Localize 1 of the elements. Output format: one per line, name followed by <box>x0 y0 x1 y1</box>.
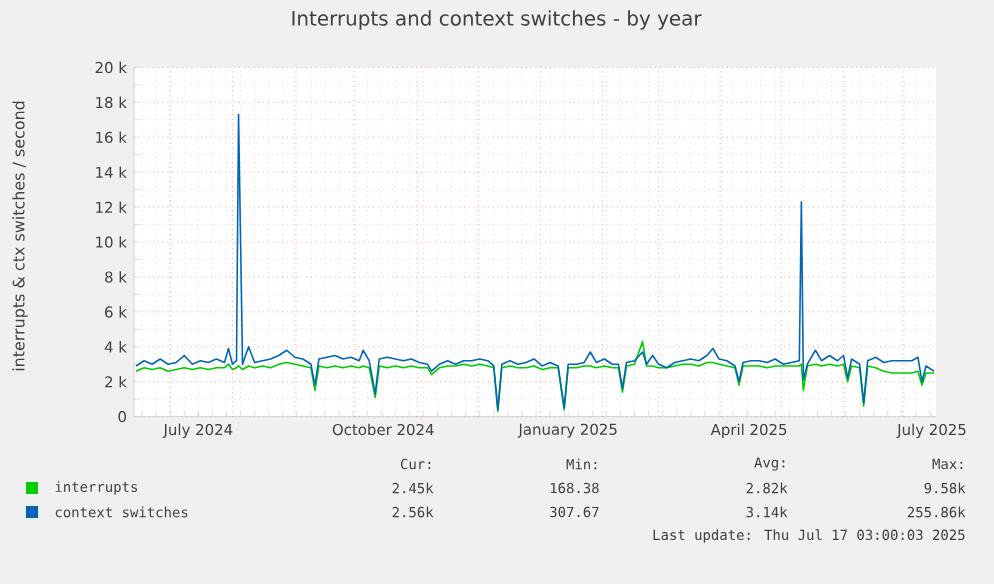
chart-title: Interrupts and context switches - by year <box>292 10 702 30</box>
